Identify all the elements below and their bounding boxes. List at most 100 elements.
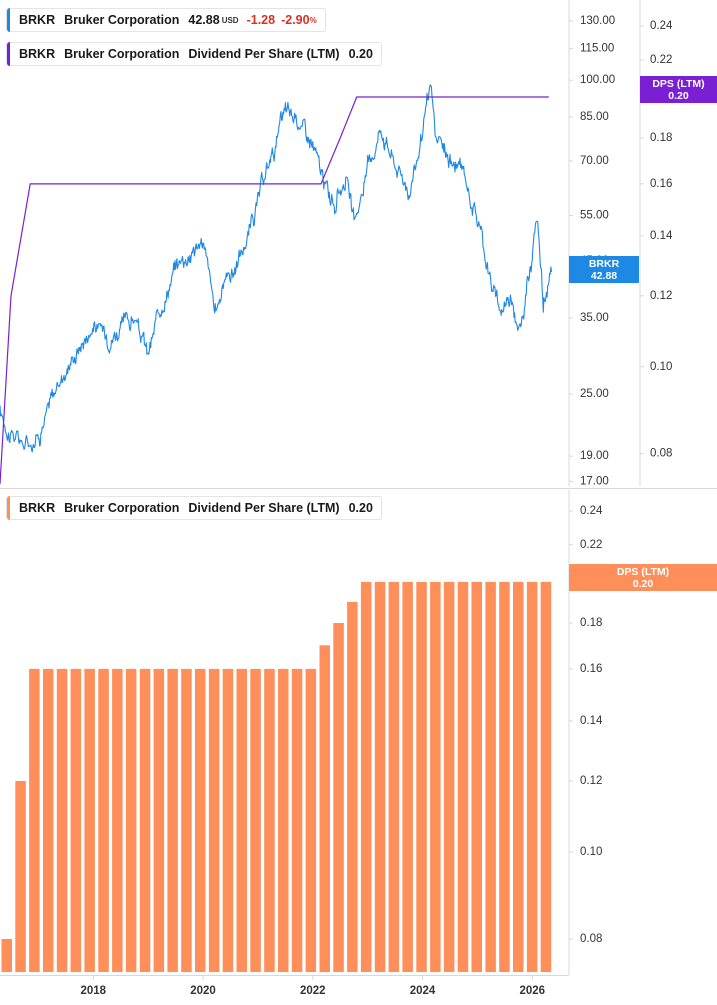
bar-tick-label: 0.16 — [580, 663, 602, 675]
price-tick-label: 100.00 — [580, 74, 615, 86]
dps-bar-legend-color — [7, 496, 10, 520]
dps-bar — [388, 581, 400, 972]
time-tick-label: 2026 — [520, 985, 546, 997]
dps-bar — [540, 581, 552, 972]
price-last-tag: BRKR 42.88 — [569, 256, 639, 283]
dps-bar — [471, 581, 482, 972]
bar-tick-label: 0.10 — [580, 846, 602, 858]
dps-tick-label: 0.10 — [650, 361, 672, 373]
dps-line-legend-metric: Dividend Per Share (LTM) — [188, 47, 340, 61]
dps-line-legend-ticker: BRKR — [19, 47, 56, 61]
price-legend-company: Bruker Corporation — [64, 13, 180, 27]
price-legend-currency: USD — [221, 15, 239, 25]
time-tick-label: 2018 — [80, 985, 106, 997]
price-tick-label: 19.00 — [580, 450, 609, 462]
dps-tick-label: 0.24 — [650, 20, 673, 32]
dps-bar — [222, 668, 234, 972]
dps-bar — [43, 668, 54, 972]
dps-bar — [485, 581, 496, 972]
price-series — [0, 84, 553, 453]
dps-line-series — [0, 96, 549, 485]
dps-tick-label: 0.14 — [650, 230, 673, 242]
price-tick-label: 115.00 — [580, 43, 614, 55]
price-tick-label: 17.00 — [580, 475, 609, 487]
dps-bar — [278, 668, 289, 972]
dps-bar-legend-value: 0.20 — [348, 501, 373, 515]
dps-tick-label: 0.08 — [650, 448, 672, 460]
dps-last-tag-value: 0.20 — [668, 89, 689, 102]
dps-bar — [402, 581, 413, 972]
dps-bottom-last-tag: DPS (LTM) 0.20 — [569, 564, 717, 591]
price-legend-change: -1.28 — [246, 13, 276, 27]
price-tick-label: 55.00 — [580, 210, 609, 222]
dps-bar — [305, 668, 317, 972]
price-legend-ticker: BRKR — [19, 13, 56, 27]
dps-bar — [84, 668, 95, 972]
dps-bar-legend-ticker: BRKR — [19, 501, 56, 515]
price-last-tag-label: BRKR — [588, 257, 620, 270]
price-tick-label: 70.00 — [580, 155, 609, 167]
price-last-tag-value: 42.88 — [590, 269, 618, 282]
dps-tick-label: 0.16 — [650, 178, 672, 190]
dps-bar — [29, 668, 40, 972]
price-tick-label: 130.00 — [580, 15, 615, 27]
dps-line — [0, 96, 549, 485]
dps-bar — [264, 668, 275, 972]
price-tick-label: 25.00 — [580, 388, 609, 400]
dps-bar — [374, 581, 386, 972]
dps-bar — [208, 668, 220, 972]
time-tick-label: 2024 — [410, 985, 436, 997]
price-legend-change-pct: -2.90 — [281, 13, 310, 27]
dps-bar — [250, 668, 261, 972]
dps-bar — [319, 645, 330, 972]
price-legend[interactable]: BRKR Bruker Corporation 42.88 USD -1.28 … — [6, 8, 326, 32]
dps-bar — [430, 581, 441, 972]
dps-tick-label: 0.22 — [650, 54, 672, 66]
price-tick-label: 85.00 — [580, 111, 609, 123]
dps-bottom-last-tag-value: 0.20 — [632, 577, 654, 590]
dps-bar — [499, 581, 510, 972]
dps-bar — [125, 668, 137, 972]
price-legend-price: 42.88 — [188, 13, 220, 27]
time-tick-label: 2020 — [190, 985, 216, 997]
dps-line-legend[interactable]: BRKR Bruker Corporation Dividend Per Sha… — [6, 42, 382, 66]
dps-bar — [457, 581, 469, 972]
dps-bottom-last-tag-label: DPS (LTM) — [616, 565, 670, 578]
dps-bar — [513, 581, 524, 972]
dps-bar — [15, 781, 26, 972]
bar-tick-label: 0.14 — [580, 715, 603, 727]
bar-tick-label: 0.22 — [580, 539, 602, 551]
dps-bar-legend[interactable]: BRKR Bruker Corporation Dividend Per Sha… — [6, 496, 382, 520]
bar-tick-label: 0.08 — [580, 933, 602, 945]
dps-bar — [167, 668, 178, 972]
dps-line-legend-company: Bruker Corporation — [64, 47, 180, 61]
dps-bar-legend-metric: Dividend Per Share (LTM) — [188, 501, 340, 515]
dps-bar — [98, 668, 109, 972]
dps-bar-series — [1, 581, 552, 972]
dps-bar — [139, 668, 151, 972]
dps-bar — [333, 623, 344, 972]
dps-bar — [70, 668, 82, 972]
bar-tick-label: 0.18 — [580, 617, 602, 629]
dps-tick-label: 0.12 — [650, 290, 672, 302]
bar-tick-label: 0.12 — [580, 775, 602, 787]
dps-tick-label: 0.18 — [650, 132, 672, 144]
price-tick-label: 35.00 — [580, 312, 609, 324]
dps-bar — [347, 601, 358, 972]
dps-bar — [416, 581, 427, 972]
dps-bar — [236, 668, 247, 972]
tick-labels: 17.0019.0025.0035.0045.0055.0070.0085.00… — [80, 15, 672, 997]
dps-line-legend-color — [7, 42, 10, 66]
dps-bar — [195, 668, 206, 972]
dps-last-tag-label: DPS (LTM) — [652, 77, 705, 90]
dps-last-tag: DPS (LTM) 0.20 — [640, 76, 717, 103]
dps-bar-legend-company: Bruker Corporation — [64, 501, 180, 515]
dps-bar — [112, 668, 123, 972]
price-legend-color — [7, 8, 10, 32]
dps-line-legend-value: 0.20 — [348, 47, 373, 61]
dps-bar — [443, 581, 455, 972]
bar-tick-label: 0.24 — [580, 505, 603, 517]
dps-bar — [360, 581, 372, 972]
price-legend-pct-sign: % — [309, 15, 317, 25]
